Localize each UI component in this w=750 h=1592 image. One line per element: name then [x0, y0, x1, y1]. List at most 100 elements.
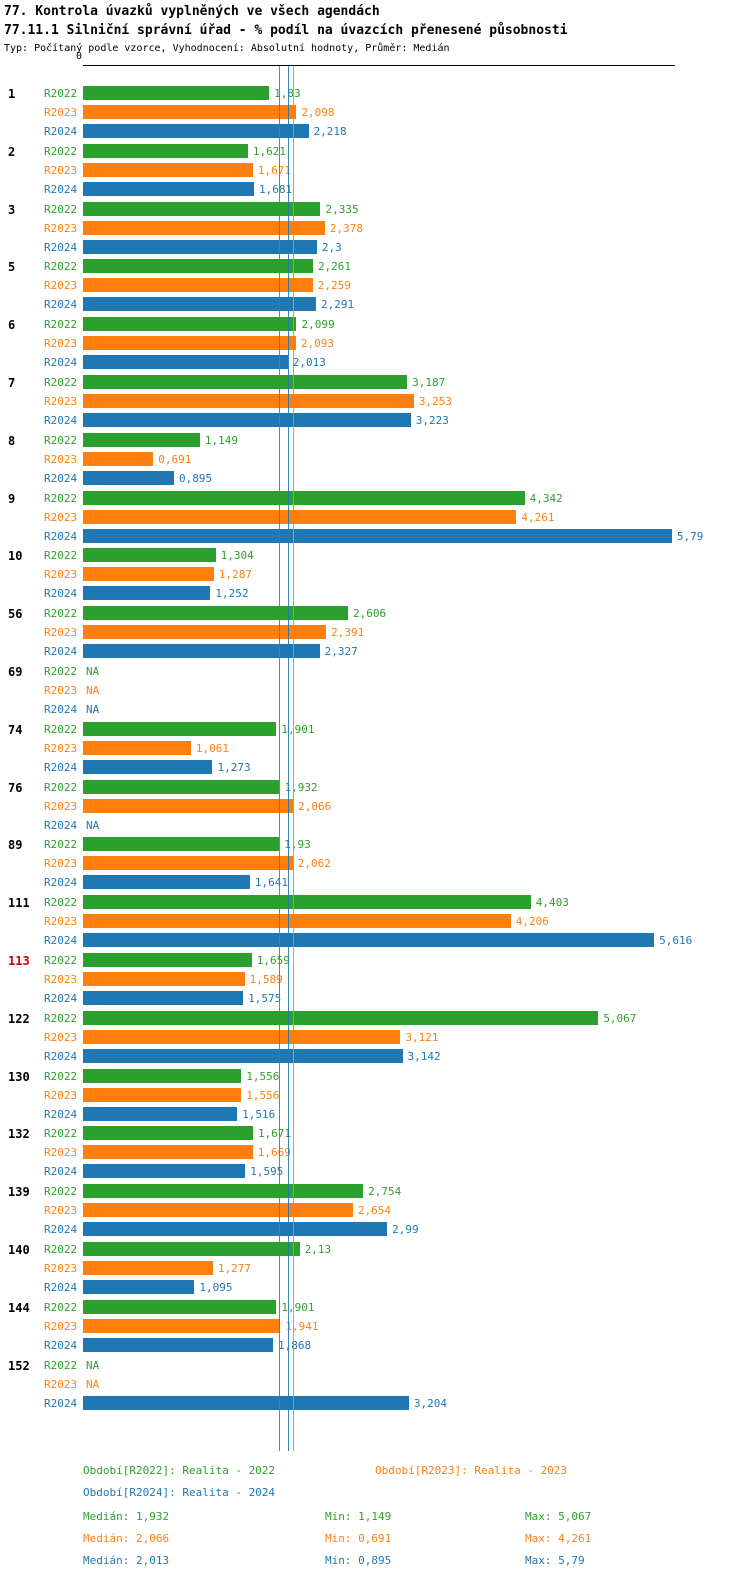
series-label: R2022 — [44, 202, 78, 216]
series-label: R2024 — [44, 991, 78, 1005]
value-label: 2,378 — [329, 221, 363, 235]
series-label: R2023 — [44, 1146, 78, 1160]
na-label: NA — [86, 818, 100, 832]
bar-group: 76 R2022 1,932 R2023 2,066 R2024 NA — [0, 778, 750, 835]
bar-row: R2023 3,121 — [0, 1028, 750, 1047]
value-label: 2,754 — [368, 1185, 402, 1199]
bar — [83, 606, 349, 621]
bar-group: 56 R2022 2,606 R2023 2,391 R2024 2,327 — [0, 604, 750, 661]
bar-row: 113 R2022 1,659 — [0, 951, 750, 970]
value-label: 4,206 — [515, 915, 549, 929]
value-label: 3,204 — [413, 1396, 447, 1410]
bar — [83, 895, 531, 910]
series-label: R2022 — [44, 144, 78, 158]
bar-row: R2023 1,061 — [0, 739, 750, 758]
bar — [83, 740, 191, 755]
value-label: 1,671 — [257, 1127, 292, 1141]
bar — [83, 1241, 300, 1256]
series-label: R2022 — [44, 491, 78, 505]
series-label: R2024 — [44, 876, 78, 890]
bar-row: R2023 1,287 — [0, 565, 750, 584]
bar — [83, 181, 254, 196]
value-label: 2,098 — [301, 106, 335, 119]
bar-row: 89 R2022 1,93 — [0, 835, 750, 854]
series-label: R2022 — [44, 838, 78, 852]
group-id-label: 122 — [8, 1011, 30, 1026]
series-label: R2024 — [44, 934, 78, 948]
bar-row: R2024 2,3 — [0, 238, 750, 257]
value-label: 1,669 — [257, 1146, 291, 1160]
stat-max-r2024: Max: 5,79 — [525, 1554, 585, 1567]
series-label: R2023 — [44, 394, 78, 408]
value-label: 1,901 — [281, 722, 315, 736]
series-label: R2024 — [44, 182, 78, 196]
bar-group: 9 R2022 4,342 R2023 4,261 R2024 5,79 — [0, 489, 750, 546]
bar-row: 56 R2022 2,606 — [0, 604, 750, 623]
value-label: 1,641 — [254, 876, 288, 890]
value-label: 2,606 — [353, 607, 387, 621]
bar-group: 140 R2022 2,13 R2023 1,277 R2024 1,095 — [0, 1240, 750, 1297]
bar-row: R2024 3,223 — [0, 411, 750, 430]
bar-group: 69 R2022 NA R2023 NA R2024 NA — [0, 662, 750, 719]
na-label: NA — [86, 1358, 100, 1372]
value-label: 1,589 — [249, 972, 283, 986]
bar — [83, 490, 525, 505]
group-id-label: 10 — [8, 549, 23, 564]
bar — [83, 201, 321, 216]
bar-row: R2023 1,277 — [0, 1259, 750, 1278]
bar-row: R2024 1,273 — [0, 758, 750, 777]
bar-row: R2024 1,681 — [0, 180, 750, 199]
bar — [83, 798, 294, 813]
bar-group: 6 R2022 2,099 R2023 2,093 R2024 2,013 — [0, 315, 750, 372]
value-label: 1,273 — [217, 760, 251, 774]
series-label: R2022 — [44, 433, 78, 447]
value-label: 4,342 — [529, 491, 563, 505]
group-id-label: 5 — [8, 260, 16, 275]
bar-row: R2023 1,669 — [0, 1143, 750, 1162]
series-label: R2024 — [44, 1338, 78, 1352]
value-label: 3,223 — [415, 413, 449, 427]
group-id-label: 8 — [8, 433, 16, 448]
series-label: R2022 — [44, 1358, 78, 1372]
series-label: R2022 — [44, 1127, 78, 1141]
bar — [83, 837, 280, 852]
bar-row: 6 R2022 2,099 — [0, 315, 750, 334]
series-label: R2022 — [44, 664, 78, 678]
bar-row: R2024 2,291 — [0, 295, 750, 314]
value-label: 2,654 — [357, 1204, 392, 1218]
value-label: 1,671 — [257, 163, 292, 177]
bar-group: 122 R2022 5,067 R2023 3,121 R2024 3,142 — [0, 1009, 750, 1066]
bar-row: R2023 2,654 — [0, 1201, 750, 1220]
bar — [83, 1087, 242, 1102]
series-label: R2023 — [44, 1261, 78, 1275]
bar-row: R2024 NA — [0, 816, 750, 835]
bar-row: 2 R2022 1,621 — [0, 142, 750, 161]
bar-row: R2024 3,204 — [0, 1394, 750, 1413]
bar-row: R2024 1,516 — [0, 1105, 750, 1124]
bar — [83, 933, 655, 948]
bar — [83, 1068, 242, 1083]
group-id-label: 2 — [8, 144, 16, 159]
value-label: 1,621 — [252, 144, 286, 158]
series-label: R2022 — [44, 260, 78, 274]
series-label: R2023 — [44, 972, 78, 986]
legend-r2024: Období[R2024]: Realita - 2024 — [83, 1486, 276, 1499]
bar-group: 2 R2022 1,621 R2023 1,671 R2024 1,681 — [0, 142, 750, 199]
series-label: R2022 — [44, 722, 78, 736]
bar — [83, 1184, 364, 1199]
bar-row: 140 R2022 2,13 — [0, 1240, 750, 1259]
series-label: R2022 — [44, 1011, 78, 1025]
bar — [83, 124, 309, 138]
value-label: 4,261 — [521, 510, 555, 524]
na-label: NA — [86, 702, 100, 716]
value-label: 2,062 — [297, 857, 331, 871]
value-label: 0,895 — [179, 471, 213, 485]
value-label: 1,941 — [285, 1319, 319, 1333]
bar — [83, 1145, 253, 1160]
bar — [83, 1395, 409, 1410]
series-label: R2024 — [44, 1223, 78, 1237]
bar-group: 74 R2022 1,901 R2023 1,061 R2024 1,273 — [0, 720, 750, 777]
na-label: NA — [86, 683, 100, 697]
stat-median-r2023: Medián: 2,066 — [83, 1532, 170, 1545]
